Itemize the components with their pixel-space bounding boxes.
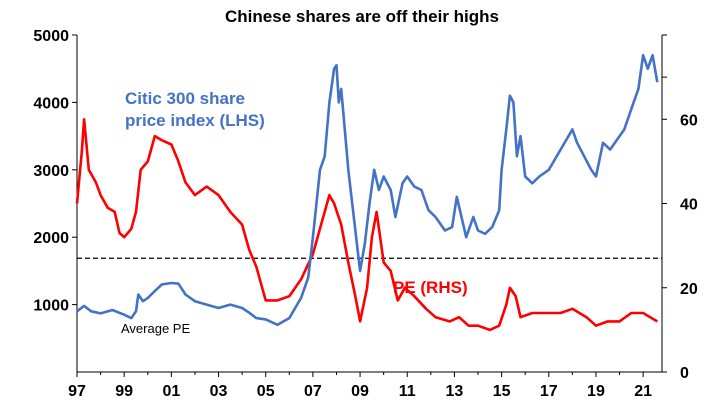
- right-tick-label: 60: [680, 112, 698, 129]
- average-pe-annotation: Average PE: [121, 321, 190, 336]
- x-tick-label: 07: [304, 383, 322, 400]
- chart-title: Chinese shares are off their highs: [225, 7, 499, 26]
- left-tick-label: 4000: [33, 95, 69, 112]
- x-tick-label: 09: [351, 383, 369, 400]
- x-tick-label: 97: [68, 383, 86, 400]
- left-tick-label: 2000: [33, 230, 69, 247]
- pe-annotation: PE (RHS): [393, 278, 468, 297]
- index-series-line: [76, 53, 659, 327]
- index-annotation: Citic 300 share price index (LHS): [125, 89, 265, 130]
- x-tick-label: 01: [162, 383, 180, 400]
- x-tick-label: 99: [115, 383, 133, 400]
- x-tick-label: 17: [540, 383, 558, 400]
- left-tick-label: 5000: [33, 28, 69, 45]
- left-tick-label: 3000: [33, 163, 69, 180]
- left-y-axis-ticks: 1000 2000 3000 4000 5000: [33, 28, 77, 315]
- x-tick-label: 03: [210, 383, 228, 400]
- x-tick-label: 13: [446, 383, 464, 400]
- index-annotation-line-2: price index (LHS): [125, 111, 265, 130]
- x-tick-label: 19: [587, 383, 605, 400]
- x-tick-label: 21: [634, 383, 652, 400]
- pe-series-line: [75, 118, 658, 332]
- left-tick-label: 1000: [33, 298, 69, 315]
- index-annotation-line-1: Citic 300 share: [125, 89, 245, 108]
- x-tick-label: 15: [493, 383, 511, 400]
- x-tick-label: 11: [399, 383, 416, 400]
- right-tick-label: 40: [680, 197, 698, 214]
- right-y-axis-ticks: 0 20 40 60: [662, 34, 698, 382]
- right-tick-label: 20: [680, 281, 698, 298]
- x-tick-label: 05: [257, 383, 275, 400]
- right-tick-label: 0: [680, 365, 689, 382]
- x-axis-ticks: 97 99 01 03 05 07 09 11 13 15 17 19 21: [68, 372, 652, 400]
